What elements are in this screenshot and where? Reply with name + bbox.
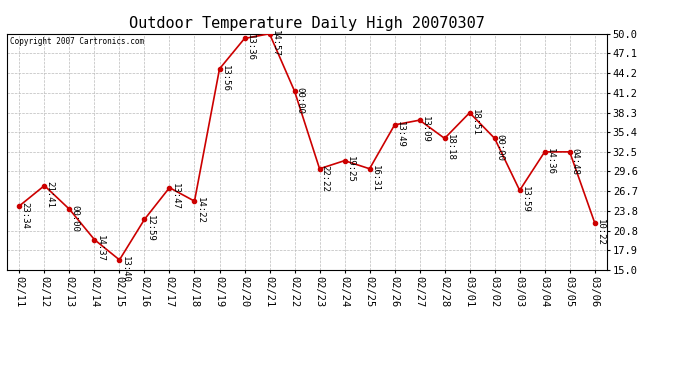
Text: 23:34: 23:34 [21, 202, 30, 229]
Text: 19:25: 19:25 [346, 156, 355, 183]
Text: 14:57: 14:57 [270, 30, 279, 57]
Text: 13:49: 13:49 [395, 121, 404, 148]
Text: 18:18: 18:18 [446, 134, 455, 161]
Text: Copyright 2007 Cartronics.com: Copyright 2007 Cartronics.com [10, 37, 144, 46]
Text: 13:40: 13:40 [121, 256, 130, 283]
Text: 04:48: 04:48 [571, 148, 580, 175]
Text: 14:36: 14:36 [546, 148, 555, 175]
Text: 13:09: 13:09 [421, 116, 430, 143]
Text: 00:00: 00:00 [70, 205, 79, 232]
Text: 14:22: 14:22 [195, 197, 204, 224]
Text: 14:37: 14:37 [95, 236, 104, 262]
Text: 13:56: 13:56 [221, 64, 230, 92]
Text: 18:51: 18:51 [471, 108, 480, 135]
Text: 21:41: 21:41 [46, 182, 55, 209]
Text: 12:59: 12:59 [146, 215, 155, 242]
Text: 00:00: 00:00 [295, 87, 304, 114]
Text: 13:47: 13:47 [170, 183, 179, 210]
Text: 13:36: 13:36 [246, 34, 255, 61]
Title: Outdoor Temperature Daily High 20070307: Outdoor Temperature Daily High 20070307 [129, 16, 485, 31]
Text: 00:00: 00:00 [495, 134, 504, 161]
Text: 13:59: 13:59 [521, 186, 530, 213]
Text: 10:22: 10:22 [595, 219, 604, 246]
Text: 16:31: 16:31 [371, 165, 380, 192]
Text: 22:22: 22:22 [321, 165, 330, 192]
